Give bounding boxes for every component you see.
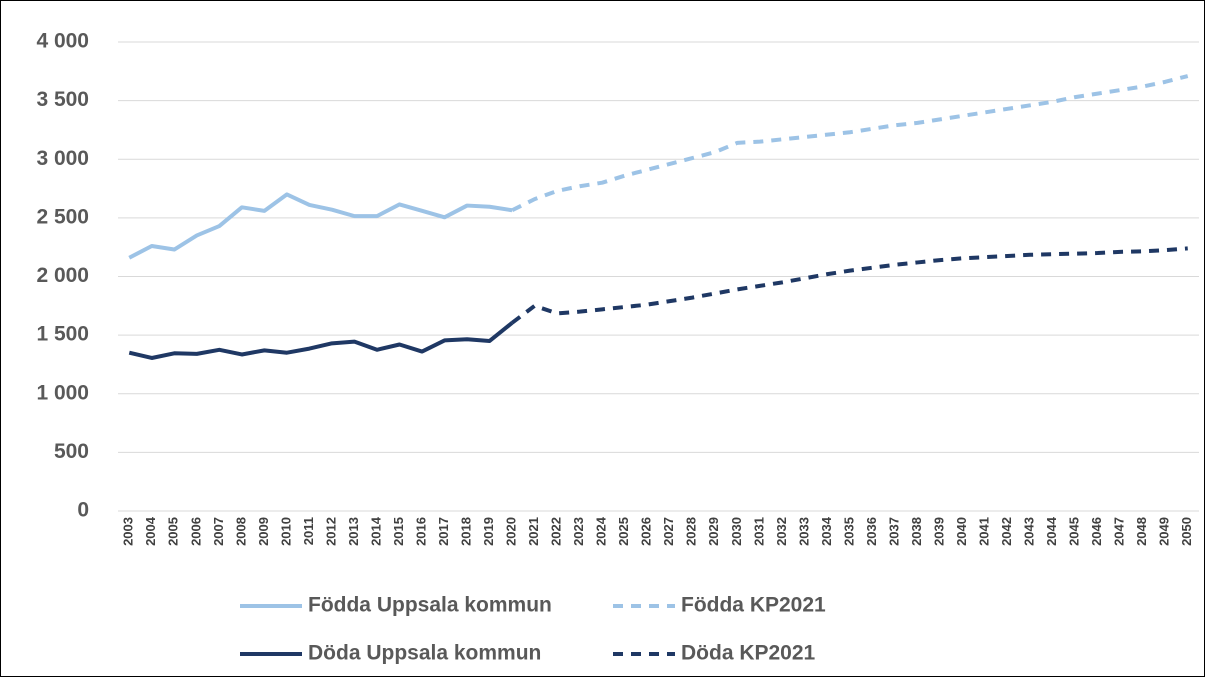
x-tick-label: 2032 bbox=[774, 517, 789, 546]
x-tick-label: 2005 bbox=[166, 517, 181, 546]
legend-label: Döda Uppsala kommun bbox=[308, 642, 541, 665]
x-tick-label: 2020 bbox=[504, 517, 519, 546]
x-tick-label: 2034 bbox=[819, 516, 834, 546]
x-tick-label: 2014 bbox=[368, 516, 383, 546]
x-tick-label: 2043 bbox=[1022, 517, 1037, 546]
x-tick-label: 2018 bbox=[459, 517, 474, 546]
x-tick-label: 2050 bbox=[1179, 517, 1194, 546]
y-tick-label: 2 500 bbox=[36, 205, 89, 228]
x-tick-label: 2027 bbox=[661, 517, 676, 546]
x-tick-label: 2041 bbox=[976, 517, 991, 546]
legend-label: Födda KP2021 bbox=[681, 594, 826, 617]
y-tick-label: 0 bbox=[77, 499, 89, 522]
y-tick-label: 1 000 bbox=[36, 381, 89, 404]
x-tick-label: 2025 bbox=[616, 517, 631, 546]
x-tick-label: 2033 bbox=[796, 517, 811, 546]
x-tick-label: 2012 bbox=[323, 517, 338, 546]
x-tick-label: 2023 bbox=[571, 517, 586, 546]
x-tick-label: 2004 bbox=[143, 516, 158, 546]
y-tick-label: 3 500 bbox=[36, 88, 89, 111]
x-tick-label: 2015 bbox=[391, 517, 406, 546]
x-tick-label: 2036 bbox=[864, 517, 879, 546]
x-tick-label: 2022 bbox=[549, 517, 564, 546]
x-tick-label: 2030 bbox=[729, 517, 744, 546]
x-tick-label: 2038 bbox=[909, 517, 924, 546]
x-tick-label: 2024 bbox=[594, 516, 609, 546]
x-tick-label: 2049 bbox=[1157, 517, 1172, 546]
x-tick-label: 2026 bbox=[639, 517, 654, 546]
x-tick-label: 2047 bbox=[1112, 517, 1127, 546]
x-tick-label: 2016 bbox=[413, 517, 428, 546]
x-tick-label: 2006 bbox=[188, 517, 203, 546]
x-tick-label: 2009 bbox=[256, 517, 271, 546]
x-tick-label: 2045 bbox=[1067, 517, 1082, 546]
x-tick-label: 2011 bbox=[301, 517, 316, 545]
legend-label: Födda Uppsala kommun bbox=[308, 594, 552, 617]
x-tick-label: 2013 bbox=[346, 517, 361, 546]
x-tick-label: 2010 bbox=[278, 517, 293, 546]
x-tick-label: 2029 bbox=[706, 517, 721, 546]
x-tick-label: 2035 bbox=[841, 517, 856, 546]
y-tick-label: 4 000 bbox=[36, 30, 89, 53]
y-tick-label: 2 000 bbox=[36, 264, 89, 287]
x-tick-label: 2048 bbox=[1134, 517, 1149, 546]
line-series bbox=[510, 246, 1188, 325]
legend-label: Döda KP2021 bbox=[681, 642, 816, 665]
line-series bbox=[511, 74, 1189, 213]
x-tick-label: 2046 bbox=[1089, 517, 1104, 546]
line-series bbox=[128, 321, 514, 360]
x-tick-label: 2007 bbox=[211, 517, 226, 546]
x-tick-label: 2028 bbox=[684, 517, 699, 546]
y-tick-label: 3 000 bbox=[36, 147, 89, 170]
x-tick-label: 2021 bbox=[526, 517, 541, 546]
x-tick-label: 2019 bbox=[481, 517, 496, 546]
x-tick-label: 2044 bbox=[1044, 516, 1059, 546]
x-tick-label: 2039 bbox=[931, 517, 946, 546]
x-tick-label: 2017 bbox=[436, 517, 451, 546]
x-tick-label: 2003 bbox=[121, 517, 136, 546]
x-tick-label: 2008 bbox=[233, 517, 248, 546]
x-tick-label: 2042 bbox=[999, 517, 1014, 546]
x-tick-label: 2040 bbox=[954, 517, 969, 546]
x-tick-label: 2031 bbox=[751, 517, 766, 546]
line-series bbox=[128, 192, 513, 260]
y-tick-label: 1 500 bbox=[36, 323, 89, 346]
x-tick-label: 2037 bbox=[886, 517, 901, 546]
y-tick-label: 500 bbox=[54, 440, 89, 463]
